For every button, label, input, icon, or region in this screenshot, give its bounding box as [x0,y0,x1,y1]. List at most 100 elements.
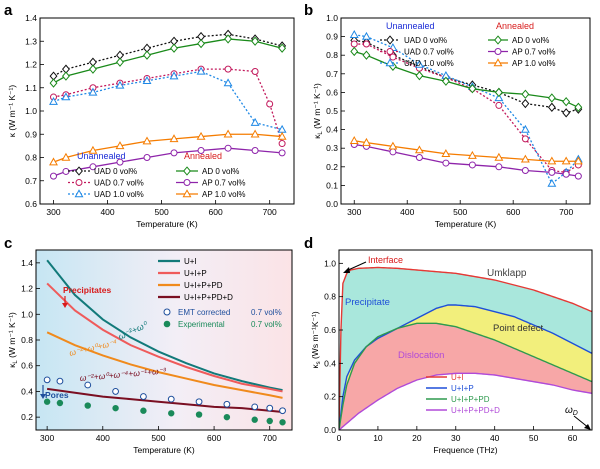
b-ytick-label: 0.5 [326,106,338,116]
a-xlabel: Temperature (K) [136,219,198,229]
b-series-uad-1-0-vol-point [361,31,371,40]
a-ylabel: κ (W m⁻¹ K⁻¹) [7,85,17,138]
b-ytick-label: 0.6 [326,87,338,97]
b-ytick-label: 0.1 [326,180,338,190]
d-series-u-i-line [339,266,592,430]
c-series-u-i-p-line [46,282,283,393]
b-legend-marker-ap-1-0-vol [493,58,503,67]
b-xtick-label: 500 [453,207,467,217]
b-series-ap-1-0-vol-point [441,149,451,157]
a-legend-marker-ap-0-7-vol [183,179,191,186]
d-ytick-label: 0.0 [324,425,336,435]
b-series-uad-1-0-vol-point [494,93,504,102]
a-ytick-label: 1.1 [25,83,37,93]
a-xtick-label: 300 [46,207,60,217]
a-series-ap-0-7-vol-point [116,158,124,166]
b-series-ad-0-vol-point [574,102,583,112]
d-interface-arrowhead [343,267,350,273]
a-legend-annealed-title: Annealed [184,151,222,161]
a-series-uad-1-0-vol-point [142,76,152,84]
a-xtick-label: 600 [209,207,223,217]
a-series-ad-0-vol-point [116,57,124,67]
a-ytick-label: 0.9 [25,129,37,139]
b-series-ap-1-0-vol-point [349,136,359,144]
a-series-ad-0-vol-point [170,43,178,53]
a-series-uad-1-0-vol-point [169,71,179,80]
panel-label-a: a [4,2,13,19]
a-series-ap-1-0-vol-point [169,134,179,143]
b-series-uad-1-0-vol-point [520,124,530,133]
d-ytick-label: 0.2 [324,392,336,402]
b-series-ap-0-7-vol-point [574,172,582,180]
c-ytick-label: 0.6 [21,361,33,371]
a-series-ad-0-vol-point [224,34,233,44]
d-legend-label-u-i-p-pd: U+I+P+PD [451,395,490,404]
a-series-ap-0-7-vol-point [197,147,205,155]
a-series-ap-1-0-vol-point [277,131,287,140]
c-ytick-label: 1.4 [21,258,33,268]
c-pores-arrowhead [40,394,46,399]
c-legend-vol-exp: 0.7 vol% [251,320,282,329]
c-legend-label-u-i-p-pd-d: U+I+P+PD+D [184,293,233,302]
a-series-ap-1-0-vol-point [49,157,58,166]
b-legend-marker-ap-0-7-vol [494,48,502,55]
c-series-emt-corrected-point [84,381,92,389]
b-series-uad-1-0-vol-point [349,30,359,38]
a-series-ap-1-0-vol-point [88,145,98,154]
c-xtick-label: 500 [151,433,165,443]
a-series-uad-0-vol-line [53,33,283,77]
a-series-uad-0-7-vol-point [266,100,274,108]
b-series-ap-1-0-vol-point [467,150,477,159]
c-xtick-label: 600 [207,433,221,443]
c-series-emt-corrected-point [112,388,119,395]
b-series-ap-1-0-vol-point [573,156,583,165]
c-series-u-i-p-pd-line [46,331,283,399]
b-series-ap-1-0-vol-point [414,145,424,154]
b-series-ap-0-7-vol-point [468,161,476,169]
a-frame [39,17,295,205]
a-series-ap-1-0-vol-point [223,129,233,138]
d-xtick-label: 20 [412,433,422,443]
b-ytick-label: 0.7 [326,69,338,79]
b-xlabel: Temperature (K) [435,219,497,229]
panel-label-c: c [4,235,12,252]
a-series-ap-0-7-vol-point [224,144,232,152]
c-ytick-label: 0.2 [21,412,33,422]
d-annotation-point-defect: Point defect [493,323,544,334]
a-series-ap-1-0-vol-point [61,152,71,161]
c-series-emt-corrected-point [266,404,274,412]
d-band-base [339,373,592,430]
b-series-ap-1-0-vol-point [561,156,571,165]
a-series-ad-0-vol-point [197,38,206,49]
b-series-ad-0-vol-point [468,84,477,94]
d-annotation-dislocation: Dislocation [398,350,444,361]
b-legend-label-ap-1-0-vol: AP 1.0 vol% [512,59,555,68]
b-series-uad-0-vol-point [562,108,571,118]
d-ytick-label: 0.4 [324,358,336,368]
a-legend-marker-ap-1-0-vol [182,189,192,198]
a-series-uad-1-0-vol-line [53,70,283,131]
c-ytick-label: 1.0 [21,309,33,319]
b-series-uad-0-vol-point [521,98,530,109]
c-ylabel: κL (W m⁻¹ K⁻¹) [7,312,19,368]
a-series-ap-0-7-vol-point [170,149,178,157]
b-ytick-label: 0.9 [326,32,338,42]
c-series-experimental-point [140,407,147,414]
c-series-emt-corrected-point [195,398,203,406]
b-legend-annealed-title: Annealed [496,21,534,31]
a-ytick-label: 0.6 [25,199,37,209]
b-plot-area [349,30,583,187]
a-legend-label-ad-0-vol: AD 0 vol% [202,167,239,176]
c-legend-marker-exp [163,320,171,328]
c-series-experimental-point [251,416,258,423]
b-ytick-label: 0.4 [326,125,338,135]
a-series-uad-0-7-vol-point [278,140,286,148]
b-ytick-label: 1.0 [326,13,338,23]
a-legend-marker-ad-0-vol [183,166,191,176]
b-legend-label-ap-0-7-vol: AP 0.7 vol% [512,48,555,57]
b-legend-marker-uad-0-vol [386,35,394,45]
a-series-uad-1-0-vol-point [49,96,58,105]
a-ytick-label: 1.0 [25,106,37,116]
a-series-ap-1-0-vol-point [250,129,260,138]
a-series-ad-0-vol-point [89,64,97,74]
